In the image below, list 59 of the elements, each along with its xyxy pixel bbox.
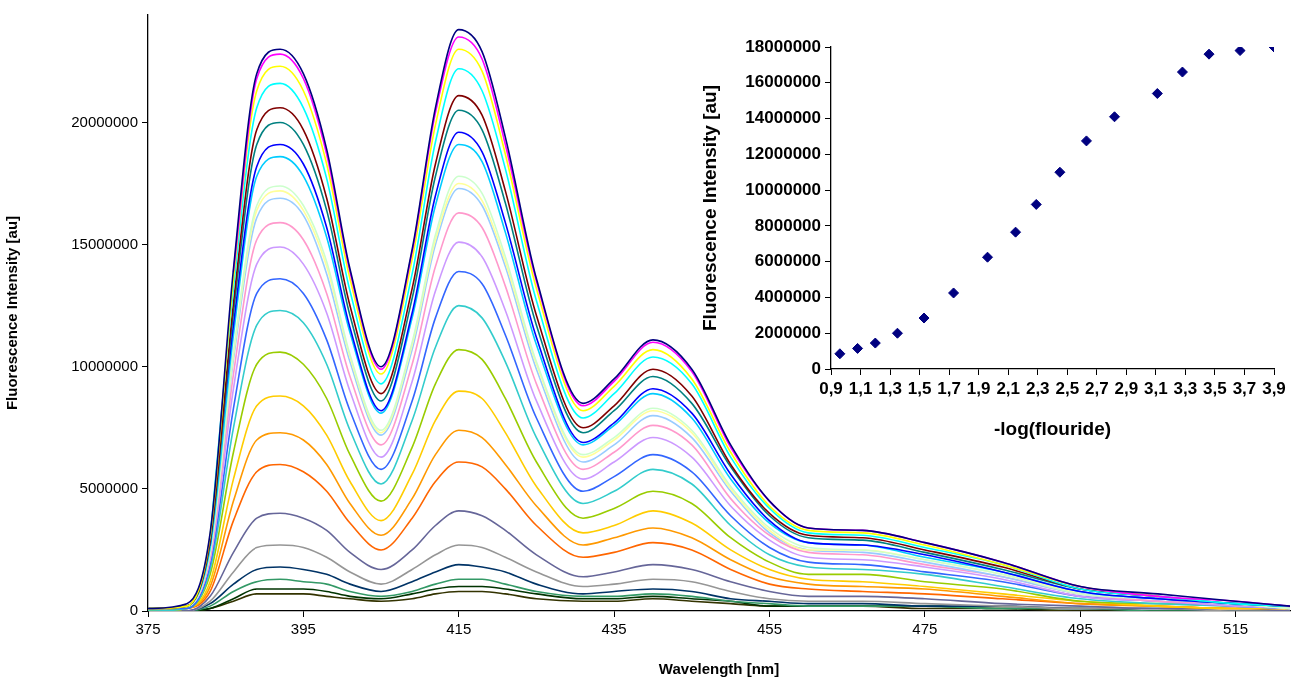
x-tick-label: 3,3 xyxy=(1173,378,1198,398)
y-tick-label: 12000000 xyxy=(745,144,821,164)
point xyxy=(1054,166,1066,178)
x-tick-label: 495 xyxy=(1067,620,1093,638)
x-tick-label: 455 xyxy=(756,620,783,638)
x-tick-label: 1,9 xyxy=(966,378,991,398)
point xyxy=(1176,66,1188,78)
point xyxy=(982,251,994,263)
y-tick-label: 16000000 xyxy=(745,72,821,92)
x-axis-title: -log(flouride) xyxy=(993,417,1112,439)
y-tick-label: 5000000 xyxy=(79,479,138,497)
y-tick-label: 0 xyxy=(129,601,138,619)
y-tick-label: 10000000 xyxy=(71,356,138,374)
y-tick-label: 4000000 xyxy=(754,287,821,307)
x-tick-label: 1,5 xyxy=(907,378,932,398)
x-tick-label: 375 xyxy=(135,620,161,638)
x-tick-label: 3,9 xyxy=(1262,378,1286,398)
x-tick-label: 3,7 xyxy=(1232,378,1257,398)
x-tick-label: 2,9 xyxy=(1114,378,1139,398)
y-tick-label: 0 xyxy=(811,358,821,378)
x-tick-label: 415 xyxy=(446,620,472,638)
point xyxy=(1203,48,1215,60)
x-tick-label: 1,3 xyxy=(878,378,902,398)
point xyxy=(1234,47,1246,57)
y-tick-label: 8000000 xyxy=(754,215,821,235)
point xyxy=(918,312,930,324)
y-tick-label: 6000000 xyxy=(754,251,821,271)
y-axis-title: Fluorescence Intensity [au] xyxy=(3,215,21,411)
x-tick-label: 2,5 xyxy=(1055,378,1080,398)
x-tick-label: 2,3 xyxy=(1025,378,1050,398)
point xyxy=(891,327,903,339)
y-tick-label: 15000000 xyxy=(71,234,138,252)
y-tick-label: 10000000 xyxy=(745,179,821,199)
point xyxy=(1151,88,1163,100)
y-tick-label: 20000000 xyxy=(71,112,138,130)
x-tick-label: 1,1 xyxy=(848,378,873,398)
x-tick-label: 3,5 xyxy=(1203,378,1227,398)
point xyxy=(852,342,864,354)
point xyxy=(1080,135,1092,147)
y-axis-title: Fluorescence Intensity [au] xyxy=(698,84,720,332)
x-tick-label: 1,7 xyxy=(937,378,961,398)
x-tick-label: 515 xyxy=(1223,620,1249,638)
point xyxy=(948,287,960,299)
point xyxy=(1109,111,1121,123)
x-tick-label: 475 xyxy=(912,620,938,638)
x-axis-title: Wavelength [nm] xyxy=(658,660,780,678)
x-tick-label: 2,7 xyxy=(1084,378,1109,398)
point xyxy=(834,348,846,360)
x-tick-label: 0,9 xyxy=(819,378,843,398)
x-tick-label: 3,1 xyxy=(1144,378,1168,398)
point xyxy=(1030,198,1042,210)
x-tick-label: 2,1 xyxy=(996,378,1021,398)
x-tick-label: 435 xyxy=(601,620,627,638)
y-tick-label: 18000000 xyxy=(745,36,821,56)
point xyxy=(1010,226,1022,238)
x-tick-label: 395 xyxy=(290,620,316,638)
y-tick-label: 2000000 xyxy=(754,322,821,342)
y-tick-label: 14000000 xyxy=(745,108,821,128)
point xyxy=(869,337,881,349)
